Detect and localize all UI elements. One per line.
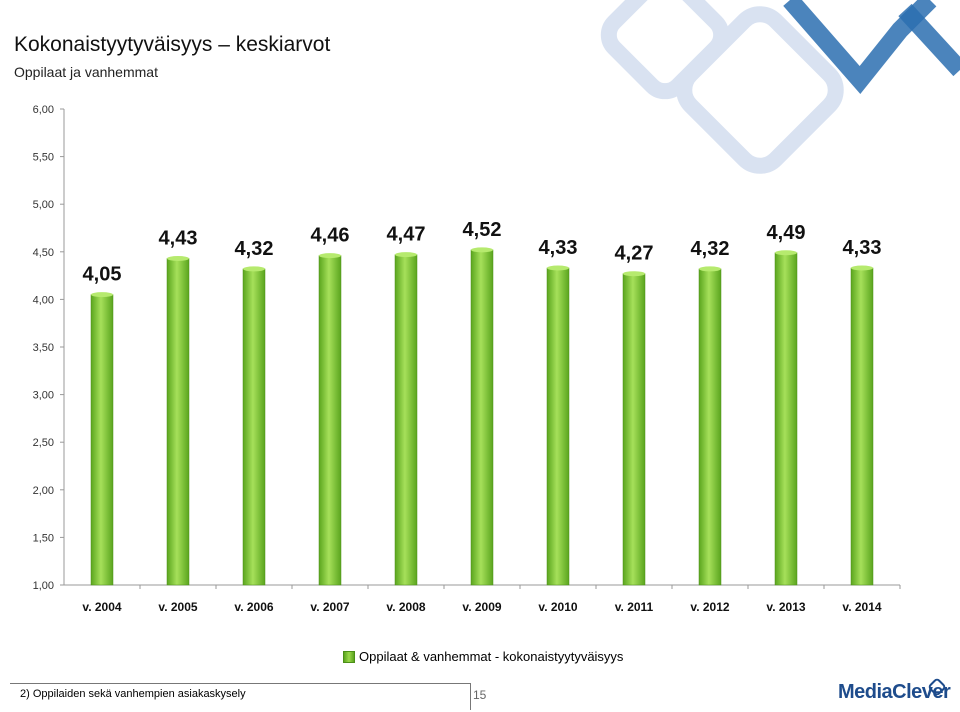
data-label: 4,32 [691,238,730,260]
page-number: 15 [473,688,487,702]
bar [774,252,798,586]
data-label: 4,05 [83,264,122,286]
bar [850,267,874,586]
bar [546,267,570,586]
mediaclever-logo: MediaClever [838,681,951,703]
x-tick-label: v. 2013 [766,600,805,614]
bar-top [243,266,265,272]
bar-chart: 1,00 1,50 2,00 2,50 3,00 3,50 4,00 4,50 5,00 5,50… [33,104,901,614]
y-tick-label: 2,50 [33,437,54,449]
chart-title: Kokonaistyytyväisyys – keskiarvot [14,33,331,56]
x-tick-label: v. 2010 [538,600,577,614]
bar-top [91,292,113,298]
y-tick-label: 5,00 [33,199,54,211]
bar-top [471,247,493,253]
data-label: 4,32 [235,238,274,260]
data-label: 4,33 [843,237,882,259]
y-tick-label: 4,50 [33,247,54,259]
bar-top [167,255,189,261]
data-label: 4,43 [159,227,198,249]
y-tick-label: 4,00 [33,294,54,306]
x-tick-label: v. 2004 [82,600,121,614]
x-tick-label: v. 2008 [386,600,425,614]
bar-top [319,253,341,259]
bar [318,255,342,586]
data-label: 4,46 [311,225,350,247]
y-tick-label: 5,50 [33,152,54,164]
y-tick-label: 1,50 [33,532,54,544]
x-tick-label: v. 2007 [310,600,349,614]
bar-top [623,271,645,277]
y-tick-label: 6,00 [33,104,54,116]
bar [242,268,266,586]
footer-box [10,683,471,710]
bar [90,294,114,586]
data-label: 4,33 [539,237,578,259]
y-tick-label: 3,00 [33,390,54,402]
y-tick-label: 3,50 [33,342,54,354]
x-tick-label: v. 2006 [234,600,273,614]
chart-subtitle: Oppilaat ja vanhemmat [14,64,158,80]
legend-swatch [343,650,355,663]
bar [394,254,418,586]
chart-legend: Oppilaat & vanhemmat - kokonaistyytyväis… [343,649,623,664]
x-tick-label: v. 2011 [615,600,654,614]
x-tick-label: v. 2005 [158,600,197,614]
bar-top [851,265,873,271]
logo-mark-icon [928,678,946,696]
bar [622,273,646,586]
footer-source: 2) Oppilaiden sekä vanhempien asiakaskys… [20,688,246,700]
bar-top [547,265,569,271]
bar-top [395,252,417,258]
data-label: 4,47 [387,224,426,246]
bar [470,249,494,586]
bar-top [699,266,721,272]
data-label: 4,52 [463,219,502,241]
data-label: 4,49 [767,222,806,244]
bar-top [775,250,797,256]
y-tick-label: 1,00 [33,580,54,592]
x-tick-label: v. 2012 [690,600,729,614]
x-tick-label: v. 2009 [462,600,501,614]
legend-label: Oppilaat & vanhemmat - kokonaistyytyväis… [359,649,624,664]
x-tick-label: v. 2014 [842,600,881,614]
bar [166,258,190,586]
y-tick-label: 2,00 [33,485,54,497]
data-label: 4,27 [615,243,654,265]
bar [698,268,722,586]
